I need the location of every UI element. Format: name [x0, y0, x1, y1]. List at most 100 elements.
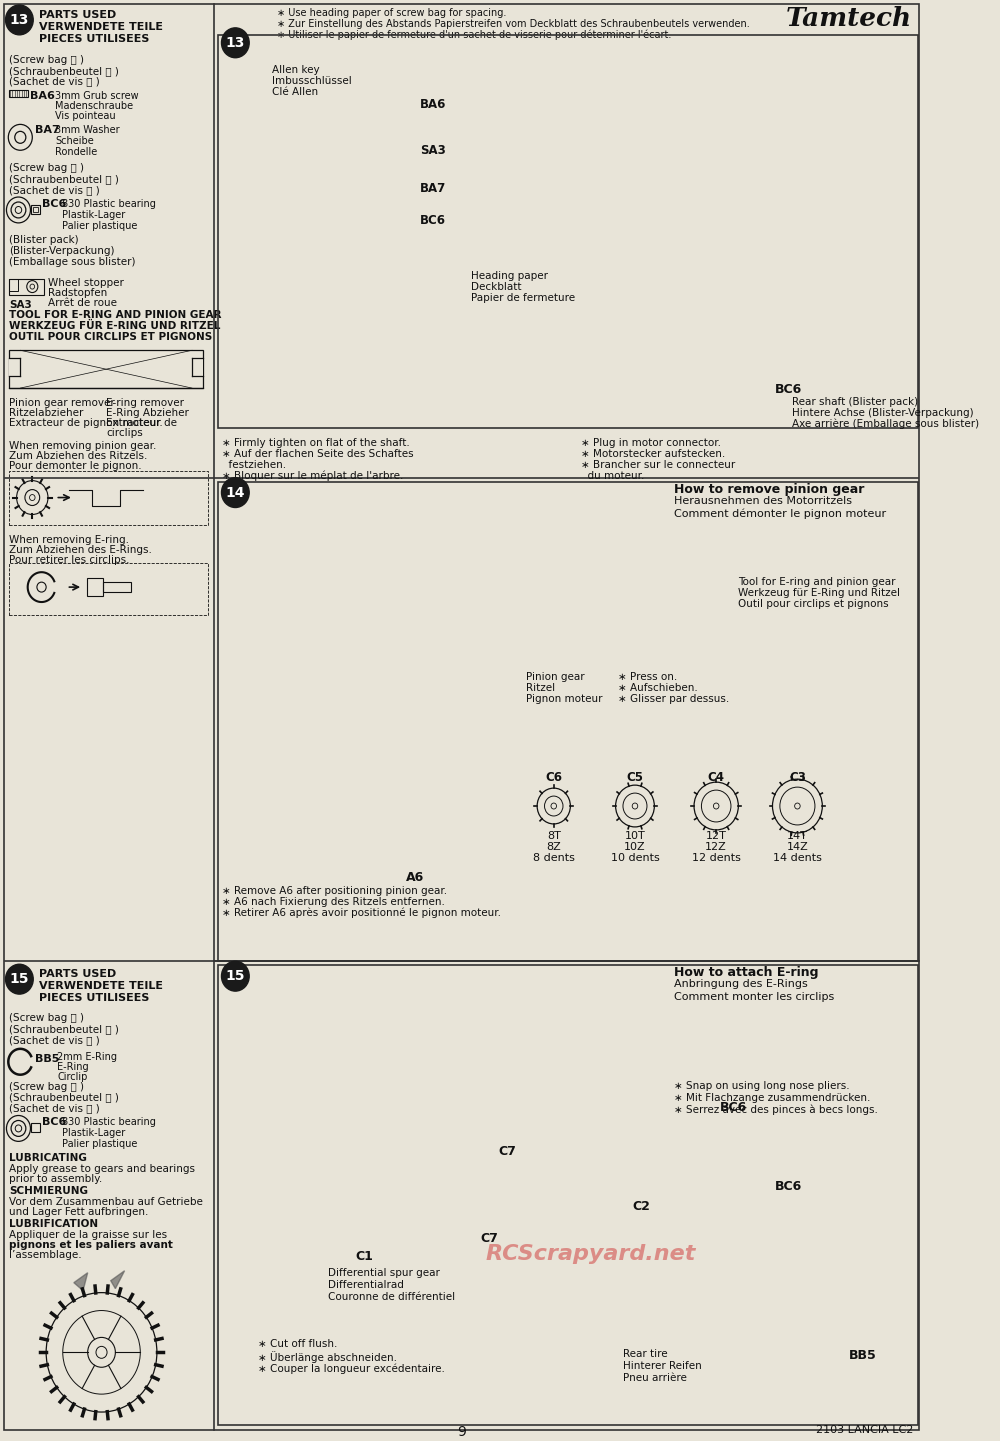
Text: Ritzelabzieher: Ritzelabzieher — [9, 408, 84, 418]
Text: BA6: BA6 — [30, 91, 55, 101]
Text: Imbusschlüssel: Imbusschlüssel — [272, 75, 352, 85]
Text: Deckblatt: Deckblatt — [471, 281, 521, 291]
Bar — [9, 350, 203, 388]
Text: PARTS USED: PARTS USED — [39, 970, 116, 980]
Text: Hintere Achse (Blister-Verpackung): Hintere Achse (Blister-Verpackung) — [792, 408, 973, 418]
Text: 3mm Washer: 3mm Washer — [55, 125, 120, 135]
Bar — [31, 1124, 40, 1133]
Text: Zum Abziehen des Ritzels.: Zum Abziehen des Ritzels. — [9, 451, 148, 461]
Text: ∗ Press on.: ∗ Press on. — [618, 672, 678, 682]
Text: OUTIL POUR CIRCLIPS ET PIGNONS: OUTIL POUR CIRCLIPS ET PIGNONS — [9, 333, 212, 343]
Bar — [218, 481, 918, 961]
Text: TOOL FOR E-RING AND PINION GEAR: TOOL FOR E-RING AND PINION GEAR — [9, 310, 222, 320]
Text: C7: C7 — [498, 1146, 516, 1159]
Bar — [9, 471, 208, 526]
Text: ∗ Serrez avec des pinces à becs longs.: ∗ Serrez avec des pinces à becs longs. — [674, 1105, 878, 1115]
Text: E-Ring Abzieher: E-Ring Abzieher — [106, 408, 189, 418]
Text: Pour demonter le pignon.: Pour demonter le pignon. — [9, 461, 142, 471]
Text: BA7: BA7 — [35, 125, 60, 135]
Text: BB5: BB5 — [35, 1053, 59, 1063]
Text: Pignon moteur: Pignon moteur — [526, 693, 603, 703]
Text: 9: 9 — [457, 1425, 466, 1440]
Text: Pinion gear: Pinion gear — [526, 672, 585, 682]
Text: (Screw bag Ⓑ ): (Screw bag Ⓑ ) — [9, 1013, 84, 1023]
Text: 14 dents: 14 dents — [773, 853, 822, 863]
Text: ∗ Cut off flush.: ∗ Cut off flush. — [258, 1339, 338, 1349]
Text: (Screw bag Ⓒ ): (Screw bag Ⓒ ) — [9, 163, 84, 173]
Text: C4: C4 — [708, 771, 725, 784]
Text: ∗ Aufschieben.: ∗ Aufschieben. — [618, 683, 698, 693]
Text: BC6: BC6 — [42, 1117, 67, 1127]
Text: PIECES UTILISEES: PIECES UTILISEES — [39, 993, 149, 1003]
Text: 13: 13 — [226, 36, 245, 50]
Text: Pneu arrière: Pneu arrière — [623, 1373, 687, 1383]
Text: BC6: BC6 — [720, 1101, 747, 1114]
Text: 2mm E-Ring: 2mm E-Ring — [57, 1052, 117, 1062]
Text: ∗ A6 nach Fixierung des Ritzels entfernen.: ∗ A6 nach Fixierung des Ritzels entferne… — [222, 896, 444, 906]
Text: C2: C2 — [632, 1200, 650, 1213]
Text: Pour retirer les circlips.: Pour retirer les circlips. — [9, 555, 130, 565]
Bar — [9, 89, 28, 97]
Circle shape — [222, 27, 249, 58]
Bar — [31, 205, 40, 213]
Bar — [87, 578, 103, 597]
Text: (Schraubenbeutel ⓐ ): (Schraubenbeutel ⓐ ) — [9, 66, 119, 76]
Text: 8 dents: 8 dents — [533, 853, 575, 863]
Text: Werkzeug für E-Ring und Ritzel: Werkzeug für E-Ring und Ritzel — [738, 588, 900, 598]
Text: (Sachet de vis Ⓒ ): (Sachet de vis Ⓒ ) — [9, 184, 100, 195]
Text: 8Z: 8Z — [546, 842, 561, 852]
Text: Extracteur de pignon moteur.: Extracteur de pignon moteur. — [9, 418, 163, 428]
Text: Ritzel: Ritzel — [526, 683, 555, 693]
Text: BA6: BA6 — [420, 98, 446, 111]
Text: l’assemblage.: l’assemblage. — [9, 1249, 82, 1259]
Bar — [9, 278, 44, 294]
Text: Comment monter les circlips: Comment monter les circlips — [674, 991, 834, 1001]
Text: 14Z: 14Z — [787, 842, 808, 852]
Text: BC6: BC6 — [775, 383, 803, 396]
Text: How to attach E-ring: How to attach E-ring — [674, 967, 818, 980]
Text: Extracteur de: Extracteur de — [106, 418, 177, 428]
Text: Differentialrad: Differentialrad — [328, 1280, 404, 1290]
Text: Herausnehmen des Motorritzels: Herausnehmen des Motorritzels — [674, 496, 852, 506]
Bar — [9, 278, 18, 291]
Bar — [192, 359, 203, 376]
Text: LUBRIFICATION: LUBRIFICATION — [9, 1219, 98, 1229]
Text: Vor dem Zusammenbau auf Getriebe: Vor dem Zusammenbau auf Getriebe — [9, 1197, 203, 1208]
Text: ∗ Mit Flachzange zusammendrücken.: ∗ Mit Flachzange zusammendrücken. — [674, 1092, 870, 1102]
Text: (Blister-Verpackung): (Blister-Verpackung) — [9, 246, 115, 256]
Text: festziehen.: festziehen. — [222, 460, 286, 470]
Text: Comment démonter le pignon moteur: Comment démonter le pignon moteur — [674, 509, 886, 519]
Text: WERKZEUG FÜR E-RING UND RITZEL: WERKZEUG FÜR E-RING UND RITZEL — [9, 321, 221, 331]
Text: 10Z: 10Z — [624, 842, 646, 852]
Text: Rear shaft (Blister pack): Rear shaft (Blister pack) — [792, 398, 918, 406]
Circle shape — [6, 964, 33, 994]
Text: E-Ring: E-Ring — [57, 1062, 89, 1072]
Text: (Sachet de vis ⓐ ): (Sachet de vis ⓐ ) — [9, 76, 100, 86]
Text: (Sachet de vis Ⓑ ): (Sachet de vis Ⓑ ) — [9, 1035, 100, 1045]
Text: ∗ Firmly tighten on flat of the shaft.: ∗ Firmly tighten on flat of the shaft. — [222, 438, 409, 448]
Text: Differential spur gear: Differential spur gear — [328, 1268, 440, 1278]
Text: (Screw bag Ⓒ ): (Screw bag Ⓒ ) — [9, 1082, 84, 1092]
Bar — [9, 563, 208, 615]
Text: du moteur.: du moteur. — [581, 471, 645, 481]
Text: Palier plastique: Palier plastique — [62, 1140, 137, 1150]
Polygon shape — [74, 1272, 88, 1291]
Text: ∗ Zur Einstellung des Abstands Papierstreifen vom Deckblatt des Schraubenbeutels: ∗ Zur Einstellung des Abstands Papierstr… — [277, 19, 750, 29]
Text: SA3: SA3 — [9, 300, 32, 310]
Text: Zum Abziehen des E-Rings.: Zum Abziehen des E-Rings. — [9, 545, 152, 555]
Text: Tamtech: Tamtech — [786, 6, 912, 30]
Text: PIECES UTILISEES: PIECES UTILISEES — [39, 33, 149, 43]
Text: pignons et les paliers avant: pignons et les paliers avant — [9, 1239, 173, 1249]
Text: 2103 LANCIA LC2: 2103 LANCIA LC2 — [816, 1425, 914, 1435]
Text: (Blister pack): (Blister pack) — [9, 235, 79, 245]
Text: Tool for E-ring and pinion gear: Tool for E-ring and pinion gear — [738, 578, 896, 586]
Text: ∗ Utiliser le papier de fermeture d'un sachet de visserie pour déterminer l'écar: ∗ Utiliser le papier de fermeture d'un s… — [277, 30, 671, 40]
Text: 12 dents: 12 dents — [692, 853, 741, 863]
Text: Apply grease to gears and bearings: Apply grease to gears and bearings — [9, 1164, 195, 1174]
Text: (Screw bag ⓐ ): (Screw bag ⓐ ) — [9, 55, 84, 65]
Text: 13: 13 — [10, 13, 29, 27]
Text: 14: 14 — [226, 486, 245, 500]
Bar — [218, 965, 918, 1425]
Text: Rondelle: Rondelle — [55, 147, 98, 157]
Text: ∗ Auf der flachen Seite des Schaftes: ∗ Auf der flachen Seite des Schaftes — [222, 448, 413, 458]
